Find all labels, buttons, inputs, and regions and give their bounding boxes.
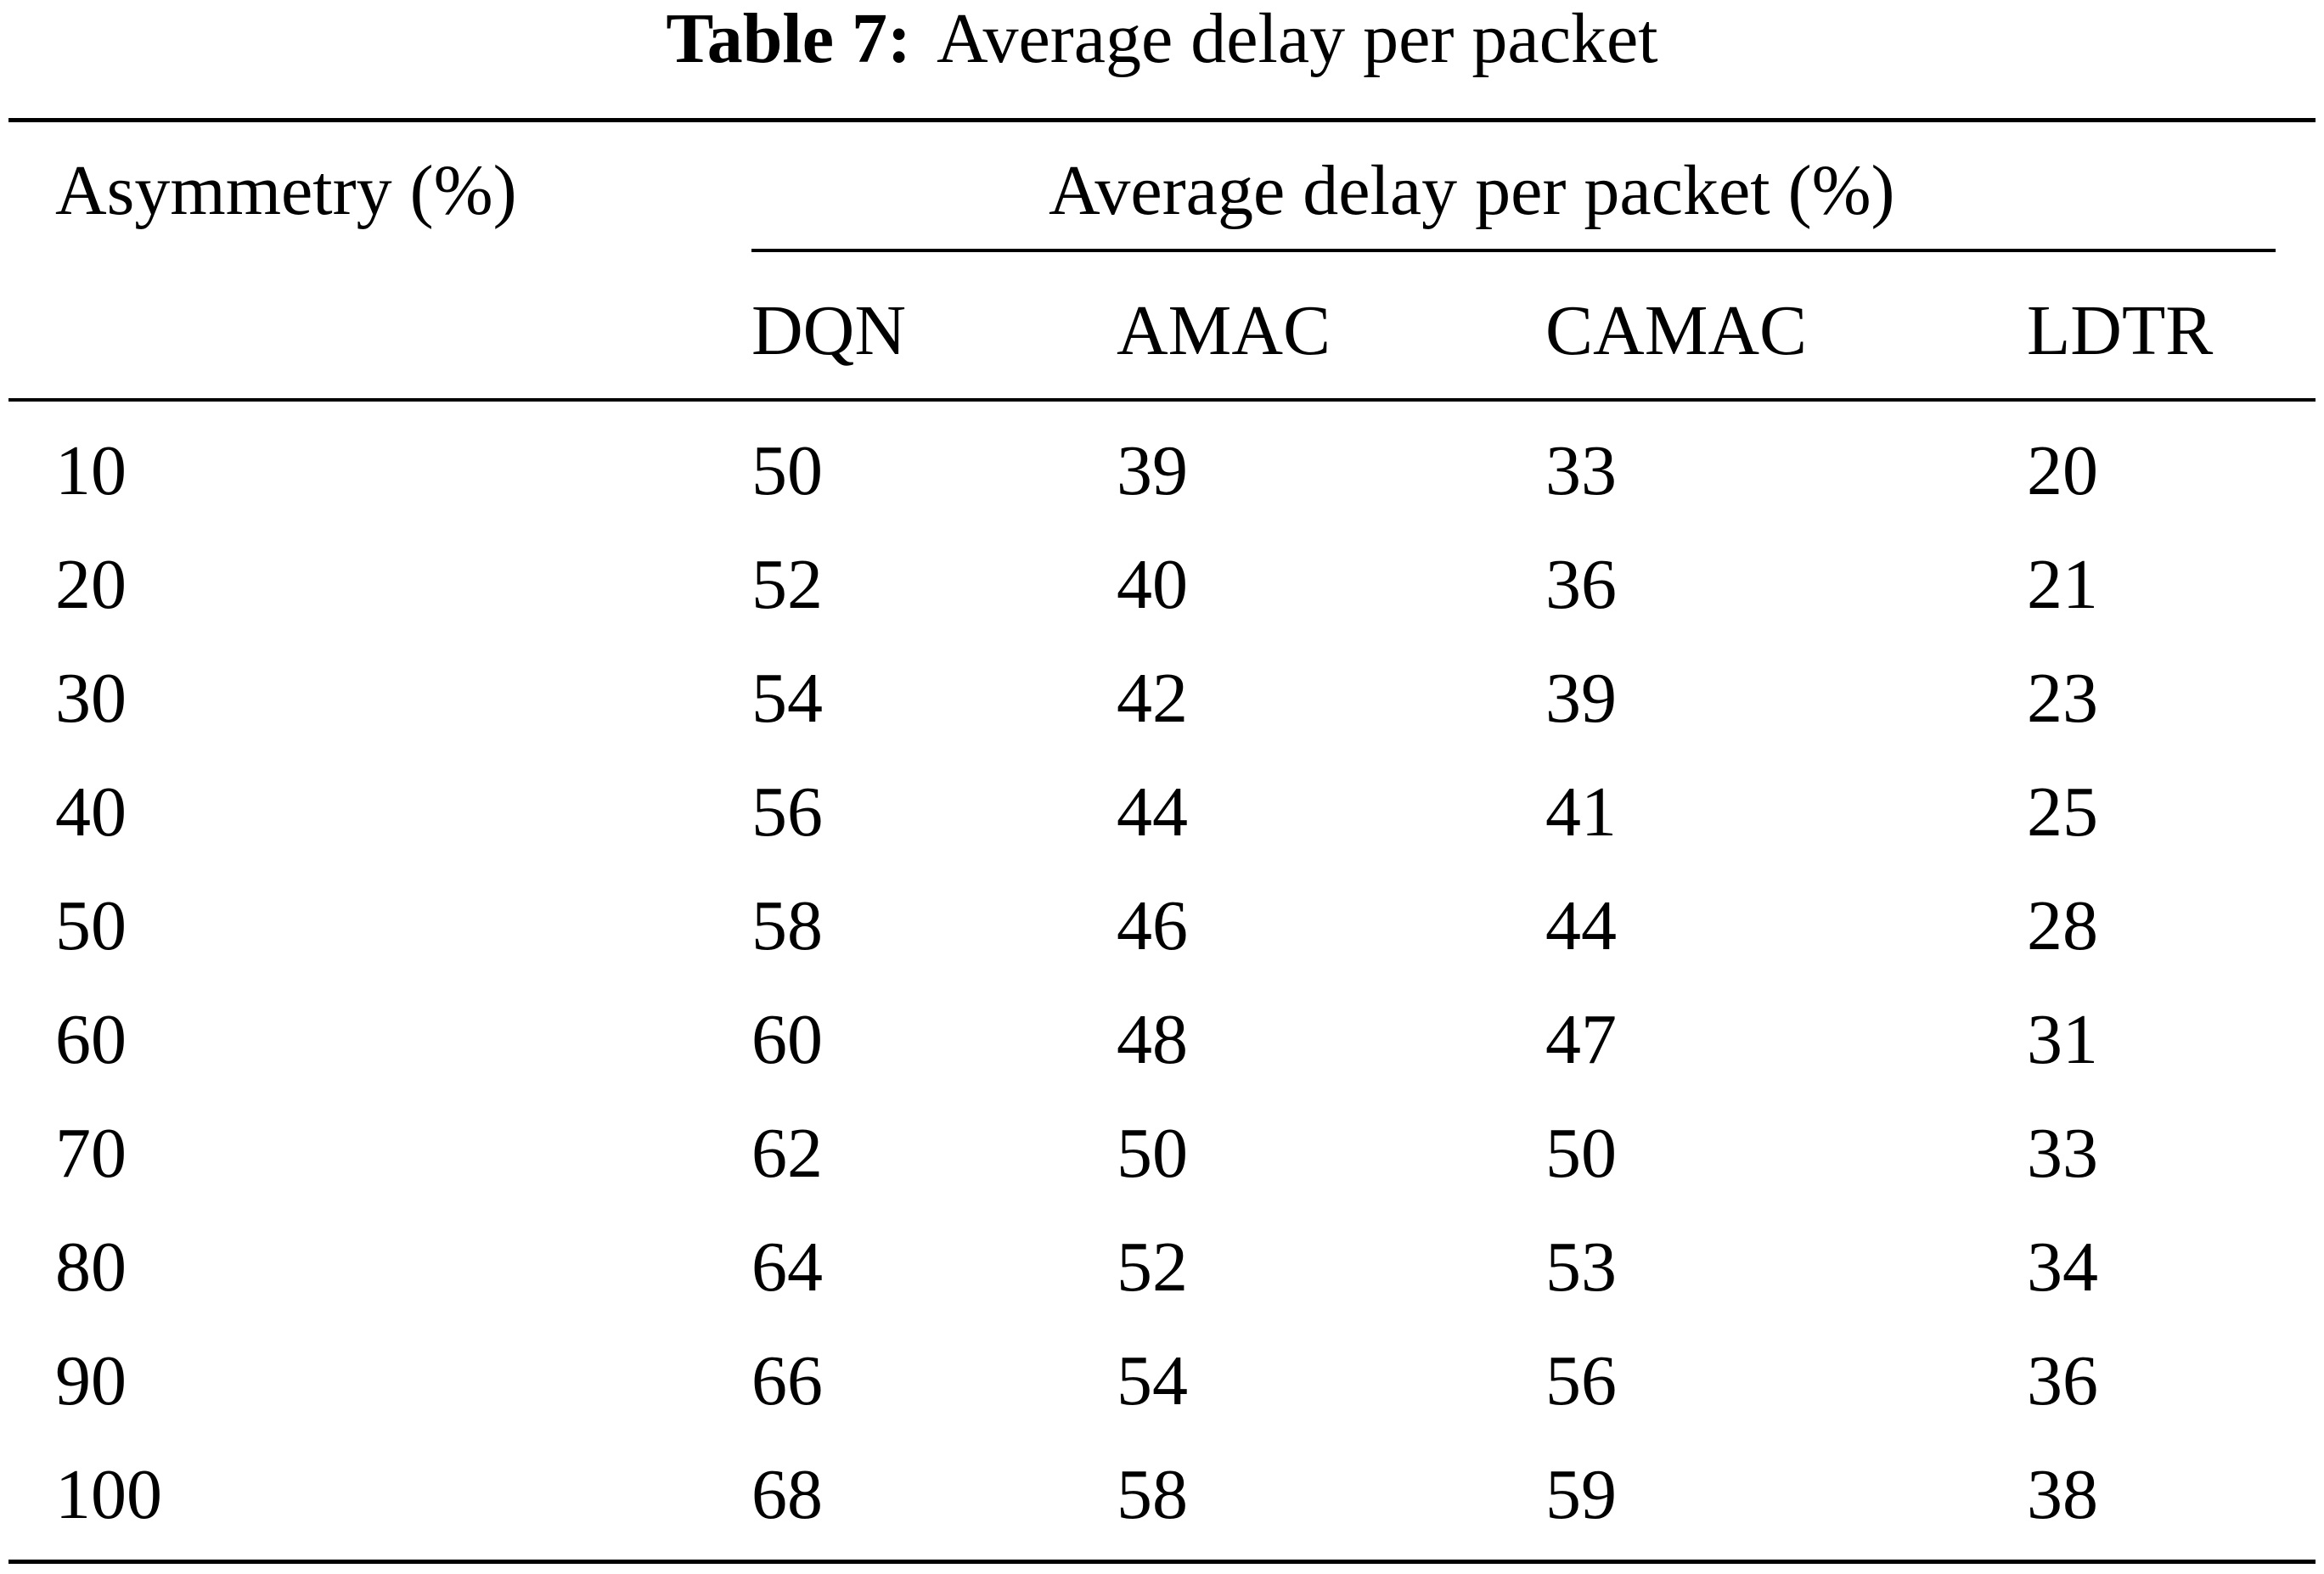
asymmetry-cell: 40 <box>55 773 127 852</box>
delay-cell-amac: 40 <box>1117 545 1188 624</box>
delay-cell-amac: 54 <box>1117 1341 1188 1420</box>
table-caption-title: Average delay per packet <box>937 0 1658 78</box>
group-rule <box>751 249 2276 252</box>
delay-cell-dqn: 50 <box>751 431 823 510</box>
column-header-ldtr: LDTR <box>2027 291 2214 370</box>
delay-cell-ldtr: 34 <box>2027 1228 2098 1307</box>
asymmetry-cell: 20 <box>55 545 127 624</box>
delay-cell-camac: 59 <box>1545 1455 1617 1534</box>
delay-cell-camac: 41 <box>1545 773 1617 852</box>
row-header: Asymmetry (%) <box>55 151 517 230</box>
delay-cell-amac: 52 <box>1117 1228 1188 1307</box>
delay-cell-ldtr: 23 <box>2027 659 2098 738</box>
delay-cell-ldtr: 28 <box>2027 886 2098 965</box>
bottom-rule <box>8 1560 2316 1564</box>
delay-cell-dqn: 54 <box>751 659 823 738</box>
delay-cell-dqn: 66 <box>751 1341 823 1420</box>
asymmetry-cell: 30 <box>55 659 127 738</box>
delay-cell-camac: 47 <box>1545 1000 1617 1079</box>
delay-cell-camac: 53 <box>1545 1228 1617 1307</box>
delay-cell-dqn: 58 <box>751 886 823 965</box>
delay-cell-dqn: 56 <box>751 773 823 852</box>
delay-cell-amac: 50 <box>1117 1114 1188 1193</box>
delay-cell-amac: 42 <box>1117 659 1188 738</box>
delay-cell-camac: 50 <box>1545 1114 1617 1193</box>
delay-cell-dqn: 62 <box>751 1114 823 1193</box>
table-caption-label: Table 7: <box>666 0 912 78</box>
group-header: Average delay per packet (%) <box>1049 151 1895 230</box>
delay-cell-amac: 48 <box>1117 1000 1188 1079</box>
delay-cell-ldtr: 36 <box>2027 1341 2098 1420</box>
delay-cell-ldtr: 21 <box>2027 545 2098 624</box>
asymmetry-cell: 10 <box>55 431 127 510</box>
delay-cell-ldtr: 31 <box>2027 1000 2098 1079</box>
delay-cell-camac: 33 <box>1545 431 1617 510</box>
delay-cell-camac: 56 <box>1545 1341 1617 1420</box>
asymmetry-cell: 50 <box>55 886 127 965</box>
top-rule <box>8 118 2316 122</box>
column-header-dqn: DQN <box>751 291 906 370</box>
delay-cell-camac: 39 <box>1545 659 1617 738</box>
delay-cell-ldtr: 25 <box>2027 773 2098 852</box>
delay-cell-ldtr: 38 <box>2027 1455 2098 1534</box>
delay-cell-dqn: 60 <box>751 1000 823 1079</box>
table-caption: Table 7: Average delay per packet <box>0 0 2324 85</box>
delay-cell-dqn: 68 <box>751 1455 823 1534</box>
delay-cell-amac: 39 <box>1117 431 1188 510</box>
delay-cell-amac: 44 <box>1117 773 1188 852</box>
delay-cell-amac: 46 <box>1117 886 1188 965</box>
delay-cell-dqn: 52 <box>751 545 823 624</box>
asymmetry-cell: 90 <box>55 1341 127 1420</box>
delay-cell-ldtr: 20 <box>2027 431 2098 510</box>
delay-cell-camac: 44 <box>1545 886 1617 965</box>
column-header-amac: AMAC <box>1117 291 1331 370</box>
column-header-camac: CAMAC <box>1545 291 1808 370</box>
header-rule <box>8 398 2316 402</box>
delay-cell-ldtr: 33 <box>2027 1114 2098 1193</box>
delay-cell-dqn: 64 <box>751 1228 823 1307</box>
asymmetry-cell: 70 <box>55 1114 127 1193</box>
asymmetry-cell: 100 <box>55 1455 162 1534</box>
asymmetry-cell: 80 <box>55 1228 127 1307</box>
delay-cell-amac: 58 <box>1117 1455 1188 1534</box>
delay-cell-camac: 36 <box>1545 545 1617 624</box>
asymmetry-cell: 60 <box>55 1000 127 1079</box>
